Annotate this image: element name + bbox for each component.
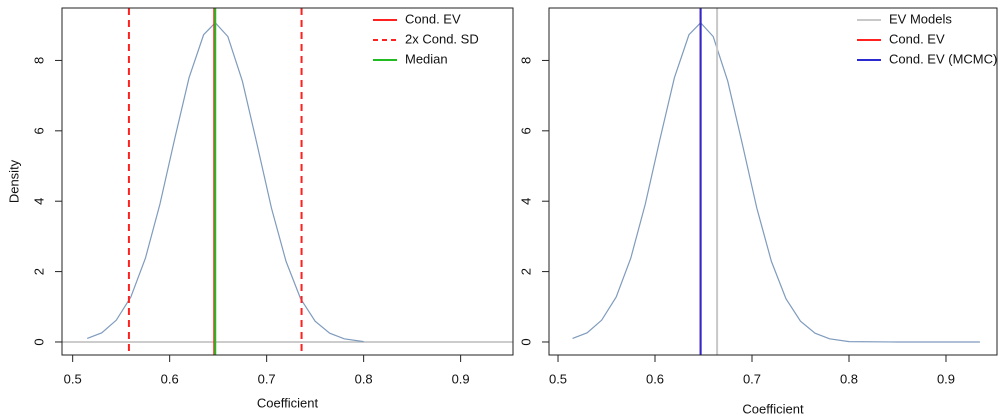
density-curve [87,21,364,343]
plot-frame [548,7,998,356]
plot-frame [61,7,514,356]
x-axis-label: Coefficient [742,401,804,416]
x-axis-label: Coefficient [257,395,319,410]
density-curve [572,21,980,343]
y-tick-label: 8 [518,57,533,64]
x-tick-label: 0.9 [937,371,955,386]
x-tick-label: 0.8 [355,371,373,386]
x-tick-label: 0.6 [161,371,179,386]
legend-label: 2x Cond. SD [405,31,479,46]
y-tick-label: 4 [31,198,46,205]
x-tick-label: 0.7 [258,371,276,386]
x-tick-label: 0.6 [646,371,664,386]
y-tick-label: 2 [31,268,46,275]
legend-label: Cond. EV [889,31,945,46]
y-tick-label: 0 [518,338,533,345]
x-tick-label: 0.5 [64,371,82,386]
legend-label: Median [405,51,448,66]
x-tick-label: 0.9 [452,371,470,386]
legend-label: Cond. EV [405,11,461,26]
y-tick-label: 0 [31,338,46,345]
x-tick-label: 0.5 [549,371,567,386]
x-tick-label: 0.7 [743,371,761,386]
y-tick-label: 6 [518,127,533,134]
y-tick-label: 2 [518,268,533,275]
y-tick-label: 8 [31,57,46,64]
y-tick-label: 4 [518,198,533,205]
legend-label: EV Models [889,11,952,26]
y-axis-label: Density [6,159,21,203]
y-tick-label: 6 [31,127,46,134]
x-tick-label: 0.8 [840,371,858,386]
legend-label: Cond. EV (MCMC) [889,51,997,66]
